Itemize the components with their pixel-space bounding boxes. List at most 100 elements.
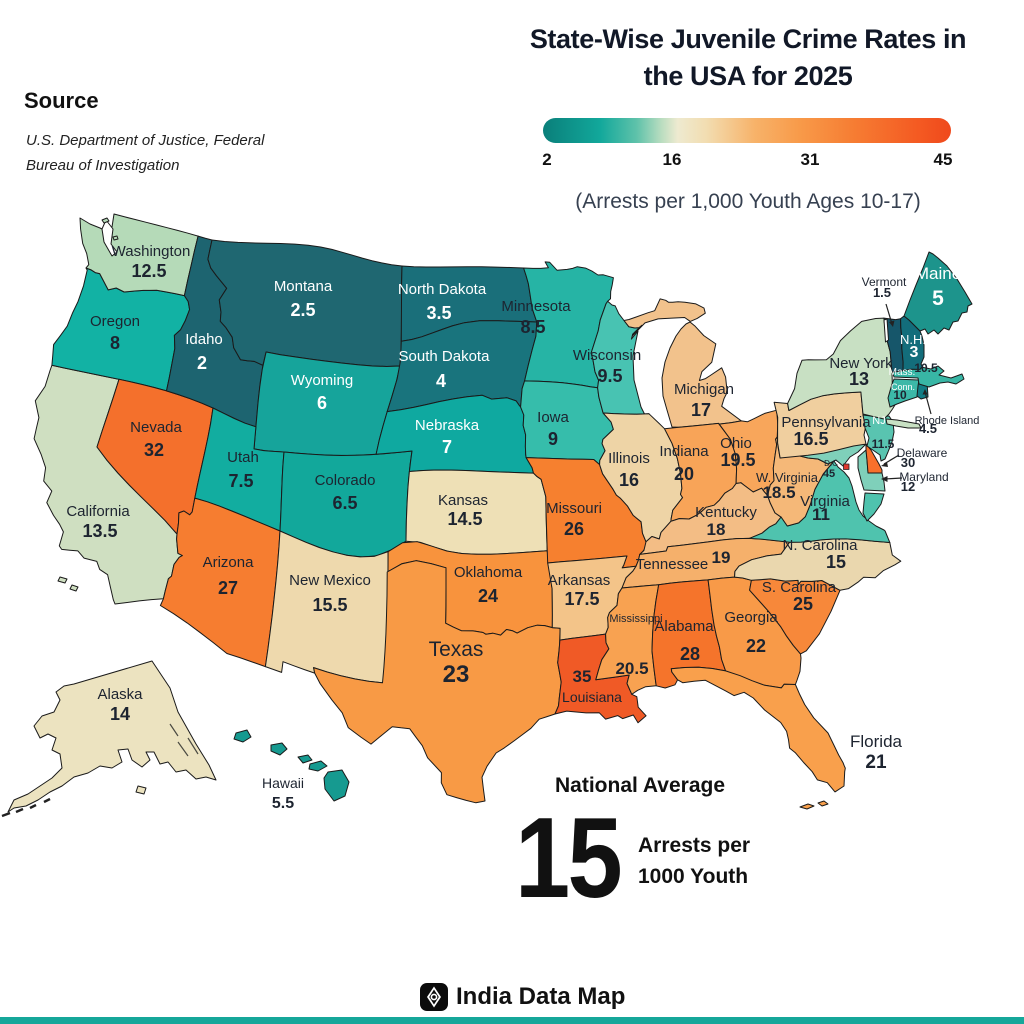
svg-text:8.5: 8.5	[520, 317, 545, 337]
svg-text:Nebraska: Nebraska	[415, 417, 480, 434]
svg-text:12.5: 12.5	[131, 261, 166, 281]
svg-text:Michigan: Michigan	[674, 381, 734, 398]
svg-text:23: 23	[443, 661, 470, 688]
svg-text:28: 28	[680, 644, 700, 664]
svg-text:4.5: 4.5	[919, 421, 937, 436]
svg-text:Texas: Texas	[429, 638, 484, 661]
svg-text:S. Carolina: S. Carolina	[762, 579, 837, 596]
svg-text:18: 18	[707, 520, 726, 539]
svg-text:22: 22	[746, 636, 766, 656]
svg-text:Pennsylvania: Pennsylvania	[781, 414, 871, 431]
svg-text:New Mexico: New Mexico	[289, 572, 371, 589]
svg-text:Colorado: Colorado	[315, 472, 376, 489]
svg-text:10: 10	[893, 388, 907, 402]
svg-text:Kentucky: Kentucky	[695, 504, 757, 521]
svg-text:Oklahoma: Oklahoma	[454, 564, 523, 581]
svg-text:20: 20	[674, 464, 694, 484]
svg-text:Arizona: Arizona	[203, 554, 255, 571]
svg-text:27: 27	[218, 578, 238, 598]
svg-text:NJ: NJ	[872, 415, 885, 427]
svg-text:14: 14	[110, 704, 130, 724]
svg-text:Georgia: Georgia	[724, 609, 778, 626]
svg-text:18.5: 18.5	[762, 483, 795, 502]
svg-text:D.C: D.C	[824, 459, 838, 468]
svg-text:Ohio: Ohio	[720, 435, 752, 452]
svg-text:Louisiana: Louisiana	[562, 689, 622, 705]
svg-text:4: 4	[436, 371, 446, 391]
svg-text:Wyoming: Wyoming	[291, 372, 353, 389]
svg-text:9.5: 9.5	[597, 366, 622, 386]
svg-text:16.5: 16.5	[793, 429, 828, 449]
svg-text:South Dakota: South Dakota	[399, 348, 491, 365]
svg-text:10.5: 10.5	[914, 361, 938, 375]
svg-text:Tennessee: Tennessee	[636, 556, 709, 573]
svg-text:45: 45	[823, 468, 835, 480]
svg-text:Washington: Washington	[112, 243, 191, 260]
svg-text:Rhode Island: Rhode Island	[915, 415, 980, 427]
svg-text:Iowa: Iowa	[537, 409, 569, 426]
svg-text:26: 26	[564, 519, 584, 539]
svg-text:N.H.: N.H.	[900, 332, 926, 347]
svg-text:11.5: 11.5	[872, 437, 895, 451]
svg-text:Missouri: Missouri	[546, 500, 602, 517]
svg-text:32: 32	[144, 440, 164, 460]
svg-text:Nevada: Nevada	[130, 419, 182, 436]
svg-text:Illinois: Illinois	[608, 450, 650, 467]
svg-text:1.5: 1.5	[873, 285, 891, 300]
svg-text:21: 21	[865, 752, 887, 773]
svg-text:2.5: 2.5	[290, 300, 315, 320]
svg-text:Hawaii: Hawaii	[262, 775, 304, 791]
svg-text:35: 35	[573, 667, 592, 686]
svg-text:9: 9	[548, 429, 558, 449]
svg-text:19: 19	[712, 548, 731, 567]
svg-text:11: 11	[812, 505, 830, 524]
svg-text:Arkansas: Arkansas	[548, 572, 611, 589]
svg-text:13.5: 13.5	[82, 521, 117, 541]
svg-text:17.5: 17.5	[564, 589, 599, 609]
svg-text:13: 13	[849, 369, 869, 389]
svg-text:5: 5	[932, 287, 944, 310]
svg-text:Maryland: Maryland	[899, 470, 948, 484]
svg-text:3: 3	[910, 344, 919, 361]
svg-text:Florida: Florida	[850, 732, 903, 751]
svg-text:Montana: Montana	[274, 278, 333, 295]
svg-text:2: 2	[197, 353, 207, 373]
svg-text:California: California	[66, 503, 130, 520]
svg-text:15: 15	[826, 552, 846, 572]
svg-text:Delaware: Delaware	[897, 446, 948, 460]
svg-text:7.5: 7.5	[228, 471, 253, 491]
svg-text:Vermont: Vermont	[862, 275, 907, 289]
svg-text:North Dakota: North Dakota	[398, 281, 487, 298]
svg-text:Virginia: Virginia	[800, 493, 850, 510]
svg-text:3.5: 3.5	[426, 303, 451, 323]
svg-text:Alaska: Alaska	[97, 686, 143, 703]
svg-text:16: 16	[619, 470, 639, 490]
svg-text:New York: New York	[829, 355, 893, 372]
svg-text:Wisconsin: Wisconsin	[573, 347, 641, 364]
svg-text:Kansas: Kansas	[438, 492, 488, 509]
svg-text:12: 12	[901, 479, 915, 494]
svg-text:15.5: 15.5	[312, 595, 347, 615]
svg-text:30: 30	[901, 455, 915, 470]
svg-text:Alabama: Alabama	[654, 618, 714, 635]
svg-text:17: 17	[691, 400, 711, 420]
svg-text:Indiana: Indiana	[659, 443, 709, 460]
svg-text:7: 7	[442, 437, 452, 457]
svg-text:Mississippi: Mississippi	[609, 613, 662, 625]
svg-text:14.5: 14.5	[447, 509, 482, 529]
svg-text:Utah: Utah	[227, 449, 259, 466]
svg-text:20.5: 20.5	[615, 659, 648, 678]
svg-text:25: 25	[793, 594, 813, 614]
svg-text:Oregon: Oregon	[90, 313, 140, 330]
svg-text:24: 24	[478, 586, 498, 606]
svg-text:N. Carolina: N. Carolina	[782, 537, 858, 554]
svg-text:W. Virginia: W. Virginia	[756, 470, 819, 485]
svg-text:Minnesota: Minnesota	[501, 298, 571, 315]
svg-text:Maine: Maine	[915, 264, 961, 283]
svg-text:5.5: 5.5	[272, 795, 294, 812]
svg-text:6.5: 6.5	[332, 493, 357, 513]
svg-text:Conn.: Conn.	[891, 382, 915, 392]
svg-text:19.5: 19.5	[720, 450, 755, 470]
svg-text:Idaho: Idaho	[185, 331, 223, 348]
svg-text:Mass.: Mass.	[889, 367, 916, 378]
